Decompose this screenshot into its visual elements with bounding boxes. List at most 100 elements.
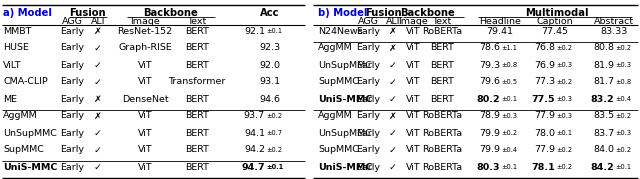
Text: RoBERTa: RoBERTa <box>422 146 462 154</box>
Text: UniS-MMC: UniS-MMC <box>3 163 58 171</box>
Text: ✓: ✓ <box>389 146 397 154</box>
Text: 81.9: 81.9 <box>593 61 614 69</box>
Text: ±0.2: ±0.2 <box>556 164 572 170</box>
Text: UnSupMMC: UnSupMMC <box>318 129 372 137</box>
Text: BERT: BERT <box>185 129 209 137</box>
Text: ±0.1: ±0.1 <box>556 130 572 136</box>
Text: Headline: Headline <box>479 16 521 25</box>
Text: 79.6: 79.6 <box>479 78 500 86</box>
Text: BERT: BERT <box>185 95 209 103</box>
Text: ✗: ✗ <box>94 26 102 35</box>
Text: ✓: ✓ <box>389 129 397 137</box>
Text: SupMMC: SupMMC <box>3 146 44 154</box>
Text: Backbone: Backbone <box>400 8 455 18</box>
Text: b) Model: b) Model <box>318 8 367 18</box>
Text: 77.3: 77.3 <box>534 78 555 86</box>
Text: Early: Early <box>60 26 84 35</box>
Text: BERT: BERT <box>185 163 209 171</box>
Text: Text: Text <box>188 16 207 25</box>
Text: ✗: ✗ <box>389 26 397 35</box>
Text: ViLT: ViLT <box>3 61 22 69</box>
Text: RoBERTa: RoBERTa <box>422 26 462 35</box>
Text: ViT: ViT <box>138 112 152 120</box>
Text: 84.0: 84.0 <box>593 146 614 154</box>
Text: 76.8: 76.8 <box>534 43 555 52</box>
Text: Acc: Acc <box>260 8 280 18</box>
Text: BERT: BERT <box>430 78 454 86</box>
Text: AGG: AGG <box>61 16 83 25</box>
Text: BERT: BERT <box>430 43 454 52</box>
Text: ViT: ViT <box>406 129 420 137</box>
Text: ViT: ViT <box>138 163 152 171</box>
Text: ALI: ALI <box>386 16 400 25</box>
Text: 93.7: 93.7 <box>244 112 265 120</box>
Text: 84.2: 84.2 <box>590 163 614 171</box>
Text: Early: Early <box>356 129 380 137</box>
Text: BERT: BERT <box>430 61 454 69</box>
Text: ±0.2: ±0.2 <box>266 113 282 119</box>
Text: Early: Early <box>60 112 84 120</box>
Text: 83.7: 83.7 <box>593 129 614 137</box>
Text: Caption: Caption <box>537 16 573 25</box>
Text: BERT: BERT <box>185 112 209 120</box>
Text: ±0.8: ±0.8 <box>615 79 631 85</box>
Text: ±0.4: ±0.4 <box>501 147 517 153</box>
Text: Fusion: Fusion <box>365 8 401 18</box>
Text: Image: Image <box>130 16 160 25</box>
Text: 77.9: 77.9 <box>534 146 555 154</box>
Text: Text: Text <box>433 16 452 25</box>
Text: ±0.2: ±0.2 <box>615 113 631 119</box>
Text: 79.3: 79.3 <box>479 61 500 69</box>
Text: 77.45: 77.45 <box>541 26 568 35</box>
Text: ViT: ViT <box>406 163 420 171</box>
Text: 81.7: 81.7 <box>593 78 614 86</box>
Text: ✗: ✗ <box>94 95 102 103</box>
Text: 83.5: 83.5 <box>593 112 614 120</box>
Text: ±0.2: ±0.2 <box>615 45 631 51</box>
Text: 94.7: 94.7 <box>241 163 265 171</box>
Text: ResNet-152: ResNet-152 <box>117 26 173 35</box>
Text: 83.2: 83.2 <box>590 95 614 103</box>
Text: 94.1: 94.1 <box>244 129 265 137</box>
Text: Early: Early <box>356 112 380 120</box>
Text: 79.9: 79.9 <box>479 146 500 154</box>
Text: ±0.1: ±0.1 <box>501 164 517 170</box>
Text: ✓: ✓ <box>94 61 102 69</box>
Text: RoBERTa: RoBERTa <box>422 129 462 137</box>
Text: ±0.8: ±0.8 <box>501 62 517 68</box>
Text: DenseNet: DenseNet <box>122 95 168 103</box>
Text: Early: Early <box>356 95 380 103</box>
Text: AggMM: AggMM <box>318 43 353 52</box>
Text: 78.1: 78.1 <box>531 163 555 171</box>
Text: ±0.5: ±0.5 <box>501 79 517 85</box>
Text: AggMM: AggMM <box>3 112 38 120</box>
Text: Early: Early <box>60 129 84 137</box>
Text: ±0.1: ±0.1 <box>615 164 631 170</box>
Text: ViT: ViT <box>138 129 152 137</box>
Text: RoBERTa: RoBERTa <box>422 163 462 171</box>
Text: 79.9: 79.9 <box>479 129 500 137</box>
Text: SupMMC: SupMMC <box>318 146 359 154</box>
Text: ✓: ✓ <box>94 43 102 52</box>
Text: ✓: ✓ <box>94 78 102 86</box>
Text: Early: Early <box>356 26 380 35</box>
Text: 92.1: 92.1 <box>244 26 265 35</box>
Text: UniS-MMC: UniS-MMC <box>318 95 372 103</box>
Text: ViT: ViT <box>138 146 152 154</box>
Text: Early: Early <box>356 78 380 86</box>
Text: ✓: ✓ <box>389 163 397 171</box>
Text: ✗: ✗ <box>94 112 102 120</box>
Text: UniS-MMC: UniS-MMC <box>318 163 372 171</box>
Text: Early: Early <box>60 146 84 154</box>
Text: N24News: N24News <box>318 26 363 35</box>
Text: Early: Early <box>356 146 380 154</box>
Text: ViT: ViT <box>406 112 420 120</box>
Text: Early: Early <box>356 163 380 171</box>
Text: ALI: ALI <box>91 16 105 25</box>
Text: ±1.1: ±1.1 <box>501 45 517 51</box>
Text: 80.8: 80.8 <box>593 43 614 52</box>
Text: ✓: ✓ <box>94 129 102 137</box>
Text: ±0.2: ±0.2 <box>556 45 572 51</box>
Text: ±0.2: ±0.2 <box>556 147 572 153</box>
Text: Fusion: Fusion <box>69 8 106 18</box>
